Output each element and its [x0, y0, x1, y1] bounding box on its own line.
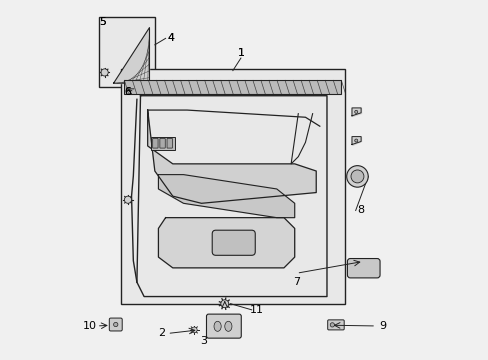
FancyBboxPatch shape [206, 314, 241, 338]
Text: 6: 6 [123, 87, 130, 97]
FancyBboxPatch shape [109, 318, 122, 331]
Circle shape [346, 166, 367, 187]
FancyBboxPatch shape [151, 137, 174, 149]
Text: 5: 5 [99, 17, 106, 27]
Polygon shape [158, 175, 294, 218]
Polygon shape [351, 108, 360, 116]
FancyBboxPatch shape [212, 230, 255, 255]
Text: 1: 1 [237, 48, 244, 58]
Polygon shape [158, 218, 294, 268]
Circle shape [350, 170, 363, 183]
Text: 8: 8 [357, 206, 364, 216]
FancyBboxPatch shape [152, 138, 158, 148]
Text: 10: 10 [82, 321, 97, 331]
Circle shape [329, 323, 334, 327]
FancyBboxPatch shape [160, 138, 165, 148]
Text: 2: 2 [158, 328, 165, 338]
Text: 5: 5 [100, 17, 106, 27]
Text: 9: 9 [378, 321, 386, 331]
Text: 4: 4 [167, 33, 174, 43]
Ellipse shape [214, 321, 221, 331]
FancyBboxPatch shape [167, 138, 172, 148]
Polygon shape [147, 110, 316, 203]
Text: 6: 6 [123, 87, 130, 97]
Text: 3: 3 [200, 336, 206, 346]
Circle shape [124, 196, 131, 203]
FancyBboxPatch shape [124, 80, 341, 94]
Circle shape [354, 110, 357, 113]
Polygon shape [113, 28, 149, 83]
Text: 4: 4 [167, 33, 174, 43]
Ellipse shape [224, 321, 231, 331]
Circle shape [113, 322, 118, 327]
Text: 1: 1 [237, 48, 244, 58]
Circle shape [101, 69, 108, 76]
FancyBboxPatch shape [121, 69, 344, 304]
Polygon shape [351, 136, 360, 144]
Text: 11: 11 [249, 305, 264, 315]
Circle shape [354, 139, 357, 142]
Text: 7: 7 [292, 277, 300, 287]
FancyBboxPatch shape [327, 320, 344, 330]
FancyBboxPatch shape [346, 258, 379, 278]
Circle shape [191, 327, 197, 333]
FancyBboxPatch shape [99, 17, 155, 87]
Circle shape [221, 300, 228, 308]
